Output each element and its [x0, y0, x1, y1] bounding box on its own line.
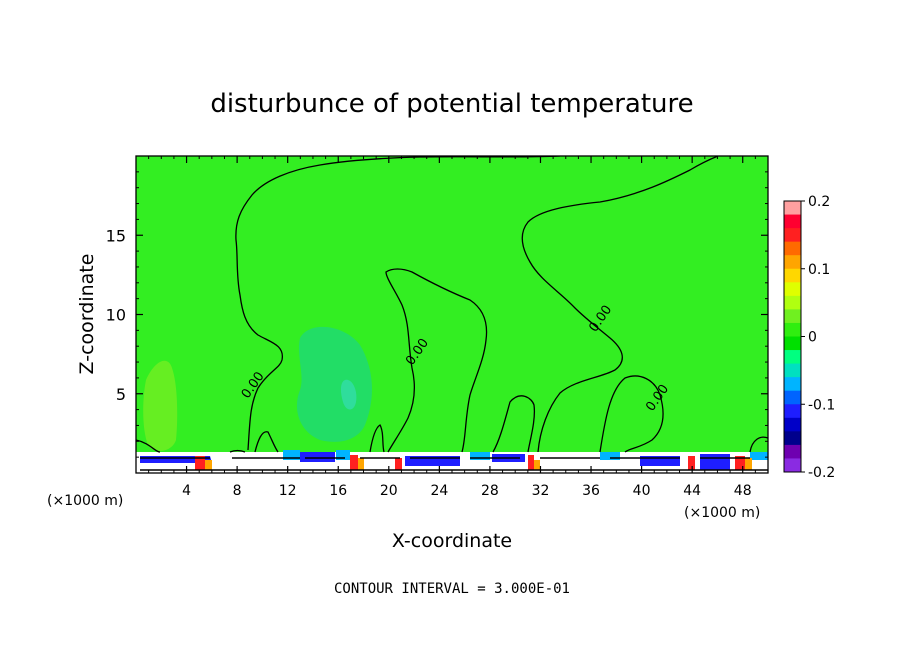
plot-area [136, 156, 768, 473]
colorbar-cell [784, 363, 801, 378]
colorbar-cell [784, 268, 801, 283]
y-axis: 5 10 15 [106, 171, 768, 458]
colorbar-cell [784, 417, 801, 432]
colorbar-cell [784, 350, 801, 365]
contour-mid-plume [369, 268, 488, 453]
x-tick-label: 36 [582, 483, 600, 499]
field-background [136, 156, 768, 473]
colorbar-tick-label: 0 [808, 330, 817, 346]
y-tick-label: 15 [106, 226, 126, 245]
zero-contours [136, 156, 768, 453]
x-tick-label: 20 [380, 483, 398, 499]
y-axis-label: Z-coordinate [76, 254, 98, 375]
colorbar-cell [784, 377, 801, 392]
contour-right-lower [599, 375, 664, 453]
colorbar-cell [784, 431, 801, 446]
contour-right-edge [749, 436, 768, 453]
colorbar-cell [784, 390, 801, 405]
x-tick-label: 8 [233, 483, 242, 499]
cool-anomaly-region [296, 326, 372, 442]
x-tick-label: 48 [734, 483, 752, 499]
x-tick-label: 44 [683, 483, 701, 499]
x-unit-left: (×1000 m) [47, 493, 123, 509]
contour-lower-left [254, 431, 279, 453]
colorbar-tick-label: 0.1 [808, 262, 830, 278]
contour-interval-note: CONTOUR INTERVAL = 3.000E-01 [334, 581, 570, 597]
chart-title: disturbunce of potential temperature [210, 89, 693, 119]
warm-anomaly-region [143, 360, 178, 452]
colorbar-cell [784, 201, 801, 216]
cool-anomaly-core [340, 379, 357, 410]
x-unit-right: (×1000 m) [684, 505, 760, 521]
colorbar-cell [784, 444, 801, 459]
colorbar-cell [784, 214, 801, 229]
contour-right-upper [492, 156, 719, 453]
colorbar-cell [784, 282, 801, 297]
contour-left-plume [136, 156, 561, 453]
x-axis-label: X-coordinate [392, 530, 512, 552]
surface-layer-red [195, 455, 745, 470]
colorbar-cell [784, 295, 801, 310]
colorbar-cell [784, 404, 801, 419]
x-axis: 4 8 12 16 20 24 28 32 36 40 44 48 [148, 156, 756, 499]
colorbar-cell [784, 458, 801, 473]
y-tick-label: 10 [106, 306, 126, 325]
y-tick-label: 5 [116, 385, 126, 404]
x-tick-label: 4 [182, 483, 191, 499]
x-tick-label: 16 [329, 483, 347, 499]
colorbar-cell [784, 322, 801, 337]
x-tick-label: 12 [279, 483, 297, 499]
colorbar-tick-label: -0.1 [808, 397, 835, 413]
x-tick-label: 24 [430, 483, 448, 499]
x-tick-label: 40 [633, 483, 651, 499]
colorbar-cell [784, 255, 801, 270]
colorbar-tick-label: 0.2 [808, 194, 830, 210]
colorbar-cell [784, 336, 801, 351]
colorbar-cell [784, 309, 801, 324]
colorbar-tick-label: -0.2 [808, 465, 835, 481]
x-tick-label: 32 [532, 483, 550, 499]
x-tick-label: 28 [481, 483, 499, 499]
surface-layer-blue [140, 452, 730, 470]
colorbar-cell [784, 241, 801, 256]
surface-layer-outline [140, 457, 768, 471]
colorbar: 0.2 0.1 0 -0.1 -0.2 [783, 194, 835, 481]
colorbar-cell [784, 228, 801, 243]
